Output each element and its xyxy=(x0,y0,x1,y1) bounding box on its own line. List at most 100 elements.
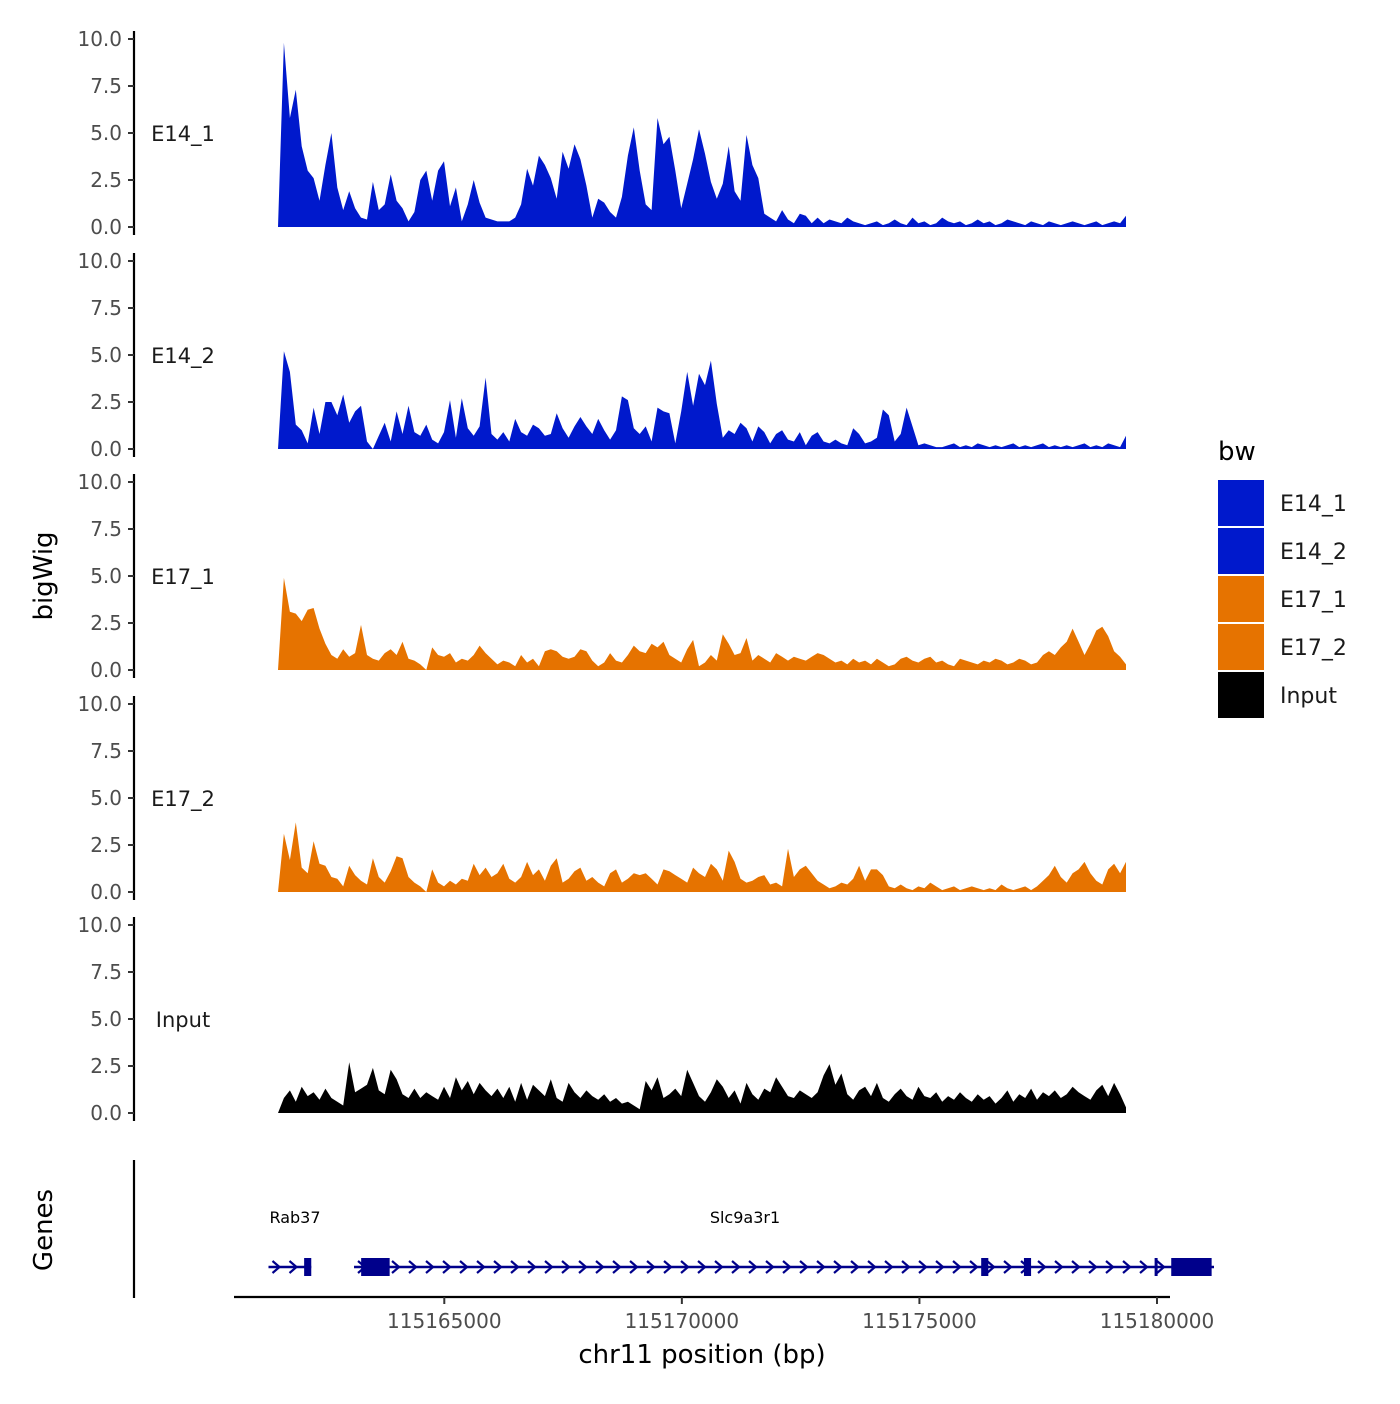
strand-arrow xyxy=(527,1260,537,1274)
strand-arrow xyxy=(969,1260,979,1274)
y-tick-label: 7.5 xyxy=(90,739,122,763)
strand-arrow xyxy=(1088,1260,1098,1274)
strand-arrow xyxy=(986,1260,996,1274)
strand-arrow xyxy=(544,1260,554,1274)
y-tick-label: 2.5 xyxy=(90,390,122,414)
strand-arrow xyxy=(408,1260,418,1274)
track-e14-2: 0.0 2.5 5.0 7.5 10.0 E14_2 xyxy=(77,249,1126,461)
strand-arrow xyxy=(493,1260,503,1274)
legend-title: bw xyxy=(1218,437,1256,467)
strand-arrow xyxy=(680,1260,690,1274)
strand-arrow xyxy=(1071,1260,1081,1274)
track-area-e17-1 xyxy=(278,577,1126,670)
strand-arrow xyxy=(425,1260,435,1274)
legend: bw E14_1 E14_2 E17_1 E17_2 Input xyxy=(1218,437,1347,718)
legend-swatch xyxy=(1218,480,1264,526)
legend-label: E14_1 xyxy=(1280,492,1347,517)
y-tick-label: 10.0 xyxy=(77,470,122,494)
gene-label: Rab37 xyxy=(269,1208,320,1227)
legend-swatch xyxy=(1218,576,1264,622)
strand-arrow xyxy=(799,1260,809,1274)
strand-arrow xyxy=(748,1260,758,1274)
y-tick-label: 10.0 xyxy=(77,913,122,937)
strand-arrow xyxy=(646,1260,656,1274)
y-tick-label: 7.5 xyxy=(90,74,122,98)
y-tick-label: 5.0 xyxy=(90,786,122,810)
track-area-e14-2 xyxy=(278,351,1126,449)
exon xyxy=(1154,1258,1158,1276)
legend-label: Input xyxy=(1280,684,1337,709)
strand-arrow xyxy=(271,1260,282,1274)
y-tick-label: 7.5 xyxy=(90,960,122,984)
exon xyxy=(1023,1258,1032,1276)
y-tick-label: 0.0 xyxy=(90,1101,122,1125)
legend-item-e17-2: E17_2 xyxy=(1218,624,1347,670)
tracks-layer: 0.0 2.5 5.0 7.5 10.0 E14_1 0.0 2.5 5.0 7.5 10.0 E14… xyxy=(77,27,1126,1125)
track-label: E17_2 xyxy=(151,787,215,812)
strand-arrow xyxy=(288,1260,299,1274)
track-e17-1: 0.0 2.5 5.0 7.5 10.0 E17_1 xyxy=(77,470,1126,682)
strand-arrow xyxy=(765,1260,775,1274)
track-label: E14_1 xyxy=(151,122,215,147)
y-tick-label: 7.5 xyxy=(90,296,122,320)
y-tick-label: 10.0 xyxy=(77,27,122,51)
y-tick-label: 0.0 xyxy=(90,658,122,682)
strand-arrow xyxy=(935,1260,945,1274)
y-tick-label: 7.5 xyxy=(90,517,122,541)
strand-arrow xyxy=(442,1260,452,1274)
strand-arrow xyxy=(918,1260,928,1274)
exon xyxy=(361,1258,390,1276)
legend-swatch xyxy=(1218,672,1264,718)
strand-arrow xyxy=(459,1260,469,1274)
legend-item-e14-2: E14_2 xyxy=(1218,528,1347,574)
strand-arrow xyxy=(901,1260,911,1274)
legend-item-input: Input xyxy=(1218,672,1337,718)
y-tick-label: 10.0 xyxy=(77,249,122,273)
strand-arrow xyxy=(884,1260,894,1274)
strand-arrow xyxy=(1139,1260,1149,1274)
strand-arrow xyxy=(1122,1260,1132,1274)
strand-arrow xyxy=(595,1260,605,1274)
strand-arrow xyxy=(850,1260,860,1274)
track-area-e17-2 xyxy=(278,822,1126,892)
track-label: Input xyxy=(156,1008,210,1032)
x-tick-label: 115170000 xyxy=(625,1309,740,1333)
exon xyxy=(1171,1258,1212,1276)
strand-arrow xyxy=(1037,1260,1047,1274)
strand-arrow xyxy=(731,1260,741,1274)
strand-arrow xyxy=(1003,1260,1013,1274)
strand-arrow xyxy=(952,1260,962,1274)
strand-arrow xyxy=(816,1260,826,1274)
track-area-e14-1 xyxy=(278,42,1126,227)
y-axis-title: bigWig xyxy=(29,531,59,620)
gene-rab37: Rab37 xyxy=(268,1208,321,1276)
y-tick-label: 2.5 xyxy=(90,168,122,192)
track-e14-1: 0.0 2.5 5.0 7.5 10.0 E14_1 xyxy=(77,27,1126,239)
strand-arrow xyxy=(578,1260,588,1274)
strand-arrow xyxy=(510,1260,520,1274)
legend-label: E17_2 xyxy=(1280,636,1347,661)
exon xyxy=(981,1258,989,1276)
y-tick-label: 0.0 xyxy=(90,437,122,461)
strand-arrow xyxy=(629,1260,639,1274)
strand-arrow xyxy=(391,1260,401,1274)
y-tick-label: 5.0 xyxy=(90,1007,122,1031)
x-tick-label: 115165000 xyxy=(387,1309,502,1333)
strand-arrow xyxy=(663,1260,673,1274)
exon xyxy=(304,1258,312,1276)
legend-label: E14_2 xyxy=(1280,540,1347,565)
strand-arrow xyxy=(714,1260,724,1274)
gene-label: Slc9a3r1 xyxy=(710,1208,780,1227)
genes-layer: Rab37 Slc9a3r1 xyxy=(132,1160,1214,1298)
y-tick-label: 5.0 xyxy=(90,564,122,588)
genes-axis-title: Genes xyxy=(29,1189,59,1271)
y-tick-label: 2.5 xyxy=(90,1054,122,1078)
x-axis: 115165000 115170000 115175000 115180000 xyxy=(234,1295,1214,1333)
track-area-input xyxy=(278,1062,1126,1113)
legend-swatch xyxy=(1218,624,1264,670)
strand-arrow xyxy=(1105,1260,1115,1274)
track-input: 0.0 2.5 5.0 7.5 10.0 Input xyxy=(77,913,1126,1125)
strand-arrow xyxy=(476,1260,486,1274)
y-tick-label: 10.0 xyxy=(77,692,122,716)
strand-arrow xyxy=(1156,1260,1166,1274)
